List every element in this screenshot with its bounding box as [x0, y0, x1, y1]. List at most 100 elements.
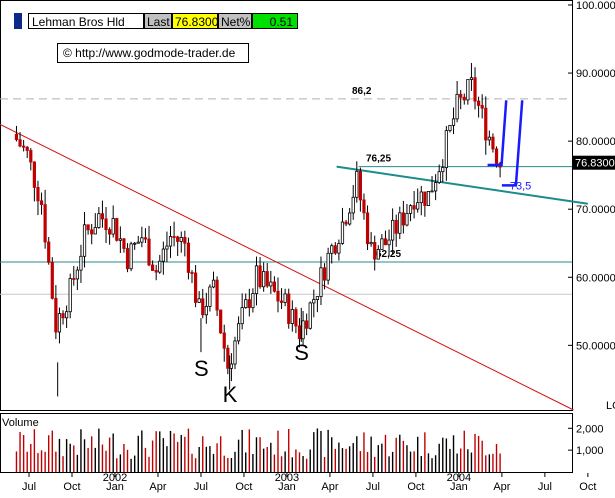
candle-body — [301, 320, 305, 340]
candle-body — [197, 298, 201, 303]
candle-body — [150, 264, 155, 271]
y-tick-label: 70.0000 — [576, 204, 615, 216]
candle-body — [294, 309, 298, 327]
candle-body — [211, 279, 216, 288]
candle-body — [448, 124, 452, 132]
candle-body — [287, 293, 291, 324]
candle-body — [158, 260, 162, 273]
candle-body — [143, 237, 148, 240]
candle-body — [373, 242, 377, 260]
candle-body — [183, 236, 187, 244]
teal-trendline — [336, 165, 589, 205]
candle-body — [161, 248, 165, 262]
candle-body — [47, 241, 51, 263]
candle-body — [451, 118, 456, 126]
candle-body — [416, 202, 420, 210]
candle-body — [190, 272, 194, 274]
candle-body — [376, 249, 380, 260]
candle-body — [305, 320, 309, 329]
net-percent-label: Net% — [218, 13, 252, 29]
candle-body — [480, 105, 484, 109]
y-tick-label: 50.0000 — [576, 340, 615, 352]
candle-body — [25, 146, 29, 151]
x-tick-label: Jan — [450, 481, 468, 493]
volume-label: Volume — [2, 417, 39, 429]
candle-body — [283, 293, 287, 303]
candle-body — [279, 300, 284, 303]
projection-arrow — [501, 100, 524, 187]
price-plot-frame — [0, 0, 573, 411]
candle-body — [176, 236, 180, 242]
candle-body — [168, 236, 173, 247]
candle-body — [473, 77, 477, 102]
level-label: 86,2 — [352, 86, 372, 97]
candle-body — [344, 221, 348, 225]
candle-body — [68, 278, 72, 313]
candle-body — [426, 190, 431, 206]
x-tick-label: Oct — [579, 481, 596, 493]
candle-body — [104, 218, 108, 231]
y-tick-label: 80.0000 — [576, 136, 615, 148]
candle-body — [226, 347, 230, 369]
candle-body — [290, 309, 294, 324]
candle-body — [140, 237, 144, 243]
candle-body — [355, 170, 359, 198]
candle-body — [222, 332, 226, 349]
candle-body — [272, 281, 277, 292]
candle-body — [297, 325, 302, 340]
candle-body — [276, 290, 280, 302]
candle-body — [348, 212, 352, 225]
last-value: 76.8300 — [172, 13, 218, 29]
volume-tick-label: 1,000 — [576, 445, 604, 457]
candle-body — [394, 219, 398, 234]
candle-body — [82, 224, 87, 257]
candle-body — [430, 190, 434, 193]
candle-body — [179, 236, 183, 242]
chart-annotation: K — [223, 382, 238, 407]
candle-body — [115, 218, 119, 241]
y-axis-truncated-label: LO — [606, 400, 615, 412]
candle-body — [369, 242, 373, 245]
candle-body — [204, 305, 208, 316]
candle-body — [122, 238, 126, 249]
candle-body — [308, 302, 312, 329]
x-year-label: 2003 — [275, 472, 299, 484]
candle-body — [423, 191, 427, 206]
chart-annotation: S — [294, 340, 309, 365]
candle-body — [97, 213, 101, 228]
candle-body — [408, 205, 413, 214]
x-year-label: 2004 — [447, 472, 471, 484]
x-tick-label: Apr — [493, 481, 510, 493]
candle-body — [333, 245, 337, 254]
candle-body — [65, 311, 69, 319]
last-price-label: 76.8300 — [575, 158, 615, 170]
candle-body — [477, 100, 481, 106]
candle-body — [147, 238, 151, 266]
candle-body — [484, 107, 488, 141]
candle-body — [86, 224, 90, 231]
candle-body — [108, 229, 112, 235]
volume-tick-label: 2,000 — [576, 423, 604, 435]
candle-body — [487, 136, 491, 141]
candle-body — [129, 243, 133, 270]
x-tick-label: Jul — [366, 481, 380, 493]
candle-body — [39, 200, 44, 205]
x-tick-label: Oct — [235, 481, 252, 493]
candle-body — [43, 204, 47, 243]
candle-body — [322, 267, 327, 281]
candle-body — [172, 236, 176, 238]
candle-body — [154, 270, 158, 273]
candle-body — [269, 281, 273, 287]
instrument-name: Lehman Bros Hld — [28, 13, 144, 29]
candle-body — [391, 219, 395, 241]
candle-body — [258, 265, 262, 288]
x-tick-label: Apr — [149, 481, 166, 493]
candle-body — [358, 170, 362, 201]
candle-body — [100, 213, 105, 220]
candle-body — [365, 212, 370, 245]
candle-body — [491, 136, 495, 150]
x-tick-label: Oct — [407, 481, 424, 493]
candle-body — [254, 265, 259, 294]
